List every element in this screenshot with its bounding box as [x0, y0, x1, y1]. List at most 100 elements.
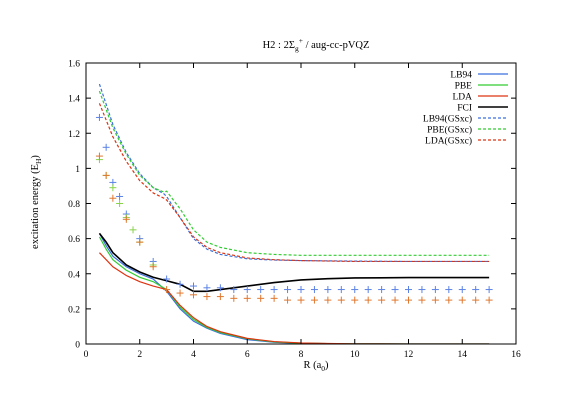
- legend: LB94PBELDAFCILB94(GSxc)PBE(GSxc)LDA(GSxc…: [423, 71, 508, 147]
- series-line-pbe: [98, 236, 490, 344]
- x-tick-label-14: 14: [458, 350, 468, 360]
- series-line-lb94: [98, 233, 490, 344]
- series-line-lda: [99, 252, 490, 344]
- y-tick-label-0: 0: [75, 341, 80, 351]
- y-tick-label-4: 0.8: [68, 200, 80, 210]
- plus-marker-0-22: [364, 286, 372, 294]
- y-tick-label-8: 1.6: [68, 60, 80, 70]
- x-tick-label-0: 0: [84, 350, 89, 360]
- legend-label-lda-gsxc-: LDA(GSxc): [425, 136, 472, 147]
- x-tick-label-16: 16: [511, 350, 521, 360]
- plus-marker-2-9: [203, 293, 211, 301]
- plus-marker-0-26: [418, 286, 426, 294]
- plus-marker-2-23: [391, 296, 399, 304]
- plus-marker-2-2: [109, 194, 117, 202]
- plus-marker-1-2: [109, 184, 117, 192]
- plus-marker-2-17: [310, 296, 318, 304]
- plus-marker-2-22: [378, 296, 386, 304]
- plus-marker-2-3: [122, 215, 130, 223]
- x-tick-label-10: 10: [350, 350, 360, 360]
- legend-label-pbe: PBE: [455, 82, 473, 92]
- y-tick-label-3: 0.6: [68, 235, 80, 245]
- plus-marker-2-12: [243, 294, 251, 302]
- legend-label-fci: FCI: [457, 104, 472, 114]
- plus-marker-2-28: [458, 296, 466, 304]
- plus-marker-0-10: [203, 284, 211, 292]
- x-axis-label-sub: 0: [321, 364, 325, 373]
- plus-marker-0-24: [391, 286, 399, 294]
- plus-marker-2-11: [230, 294, 238, 302]
- plus-marker-2-29: [472, 296, 480, 304]
- plus-marker-0-25: [405, 286, 412, 294]
- plus-marker-2-26: [431, 296, 439, 304]
- plus-marker-0-20: [337, 286, 345, 294]
- plus-marker-2-10: [216, 293, 224, 301]
- plus-marker-2-5: [149, 263, 157, 271]
- legend-label-lb94: LB94: [450, 71, 472, 81]
- x-tick-label-12: 12: [404, 350, 414, 360]
- y-axis-label-tail: ): [30, 155, 41, 159]
- plus-marker-0-13: [243, 286, 251, 294]
- x-tick-label-8: 8: [299, 350, 304, 360]
- plus-marker-2-15: [284, 296, 292, 304]
- plus-marker-0-27: [431, 286, 439, 294]
- plus-marker-2-24: [405, 296, 412, 304]
- x-tick-label-4: 4: [191, 350, 196, 360]
- x-tick-label-6: 6: [245, 350, 250, 360]
- x-axis-label-tail: ): [325, 360, 329, 371]
- plus-marker-0-19: [324, 286, 332, 294]
- plus-marker-0-30: [472, 286, 480, 294]
- plus-marker-0-29: [458, 286, 466, 294]
- plus-marker-2-18: [324, 296, 332, 304]
- plus-marker-0-23: [378, 286, 386, 294]
- plus-marker-2-21: [364, 296, 372, 304]
- title-tail: / aug-cc-pVQZ: [303, 40, 369, 51]
- series-line-lb94-gsxc-: [98, 83, 490, 263]
- title-lead: H2 : 2Σ: [263, 40, 295, 51]
- plus-marker-2-1: [102, 171, 110, 179]
- legend-label-pbe-gsxc-: PBE(GSxc): [427, 125, 472, 136]
- plus-marker-0-21: [351, 286, 359, 294]
- plus-marker-0-3: [116, 192, 124, 200]
- plus-marker-1-5: [129, 226, 137, 234]
- x-axis-label-main: R (a: [303, 360, 321, 371]
- chart-title: H2 : 2Σg+ / aug-cc-pVQZ: [263, 36, 370, 53]
- title-sup: +: [299, 36, 303, 45]
- plus-marker-2-0: [95, 152, 103, 160]
- y-tick-label-5: 1: [75, 165, 80, 175]
- plus-marker-0-8: [176, 280, 184, 288]
- axes: 0 2 4 6 8 10 12 14 16 0 0.2 0.4 0.6 0.8 1 1.2 1.4 1.6: [68, 60, 521, 361]
- y-axis-label: excitation energy (EH): [30, 155, 43, 249]
- plus-marker-0-18: [310, 286, 318, 294]
- plus-marker-1-3: [116, 200, 124, 207]
- plus-marker-0-31: [485, 286, 493, 294]
- y-axis-label-main: excitation energy (E: [30, 164, 41, 249]
- series-line-pbe-gsxc-: [98, 90, 490, 256]
- plus-marker-2-4: [136, 238, 144, 246]
- plus-marker-2-8: [190, 291, 197, 299]
- plus-marker-0-1: [102, 143, 110, 151]
- plus-marker-0-16: [284, 286, 292, 294]
- plus-marker-2-7: [176, 289, 184, 297]
- legend-label-lda: LDA: [452, 93, 472, 103]
- plus-marker-2-14: [270, 294, 278, 302]
- plus-marker-0-17: [297, 286, 305, 294]
- legend-label-lb94-gsxc-: LB94(GSxc): [423, 114, 472, 125]
- plus-marker-2-20: [351, 296, 359, 304]
- plus-marker-2-27: [445, 296, 453, 304]
- y-axis-label-sub: H: [34, 158, 43, 164]
- plus-marker-2-19: [337, 296, 345, 304]
- title-sub: g: [295, 44, 299, 53]
- plus-marker-0-28: [445, 286, 453, 294]
- plus-marker-0-15: [270, 286, 278, 294]
- y-tick-label-7: 1.4: [68, 95, 80, 105]
- plus-marker-0-12: [230, 286, 238, 294]
- plus-marker-2-30: [485, 296, 493, 304]
- plus-marker-0-0: [95, 113, 103, 121]
- plus-marker-0-9: [190, 282, 197, 290]
- x-tick-label-2: 2: [137, 350, 142, 360]
- y-tick-label-1: 0.2: [68, 305, 80, 315]
- y-tick-label-6: 1.2: [68, 130, 80, 140]
